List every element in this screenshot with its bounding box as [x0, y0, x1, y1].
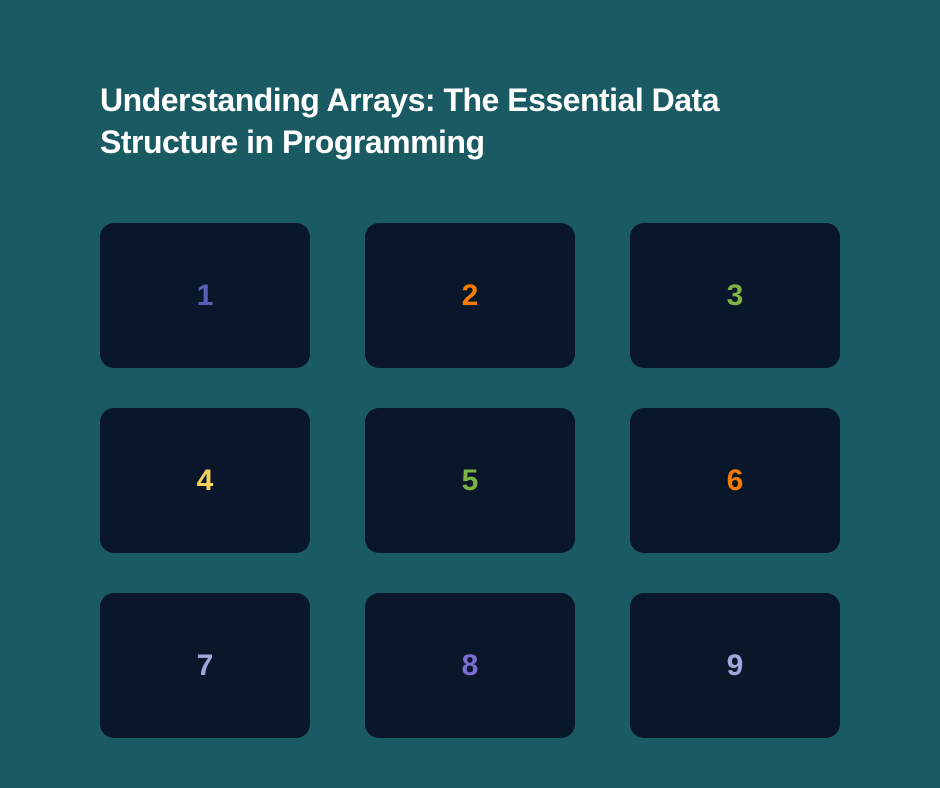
cell-number: 6 [727, 464, 744, 498]
array-cell: 8 [365, 593, 575, 738]
cell-number: 1 [197, 279, 214, 313]
array-grid: 1 2 3 4 5 6 7 8 9 [100, 223, 840, 738]
cell-number: 2 [462, 279, 479, 313]
cell-number: 8 [462, 649, 479, 683]
array-cell: 2 [365, 223, 575, 368]
cell-number: 5 [462, 464, 479, 498]
array-cell: 4 [100, 408, 310, 553]
cell-number: 3 [727, 279, 744, 313]
array-cell: 1 [100, 223, 310, 368]
array-cell: 3 [630, 223, 840, 368]
array-cell: 6 [630, 408, 840, 553]
array-cell: 7 [100, 593, 310, 738]
cell-number: 9 [727, 649, 744, 683]
cell-number: 4 [197, 464, 214, 498]
array-cell: 5 [365, 408, 575, 553]
cell-number: 7 [197, 649, 214, 683]
array-cell: 9 [630, 593, 840, 738]
page-title: Understanding Arrays: The Essential Data… [100, 80, 840, 163]
